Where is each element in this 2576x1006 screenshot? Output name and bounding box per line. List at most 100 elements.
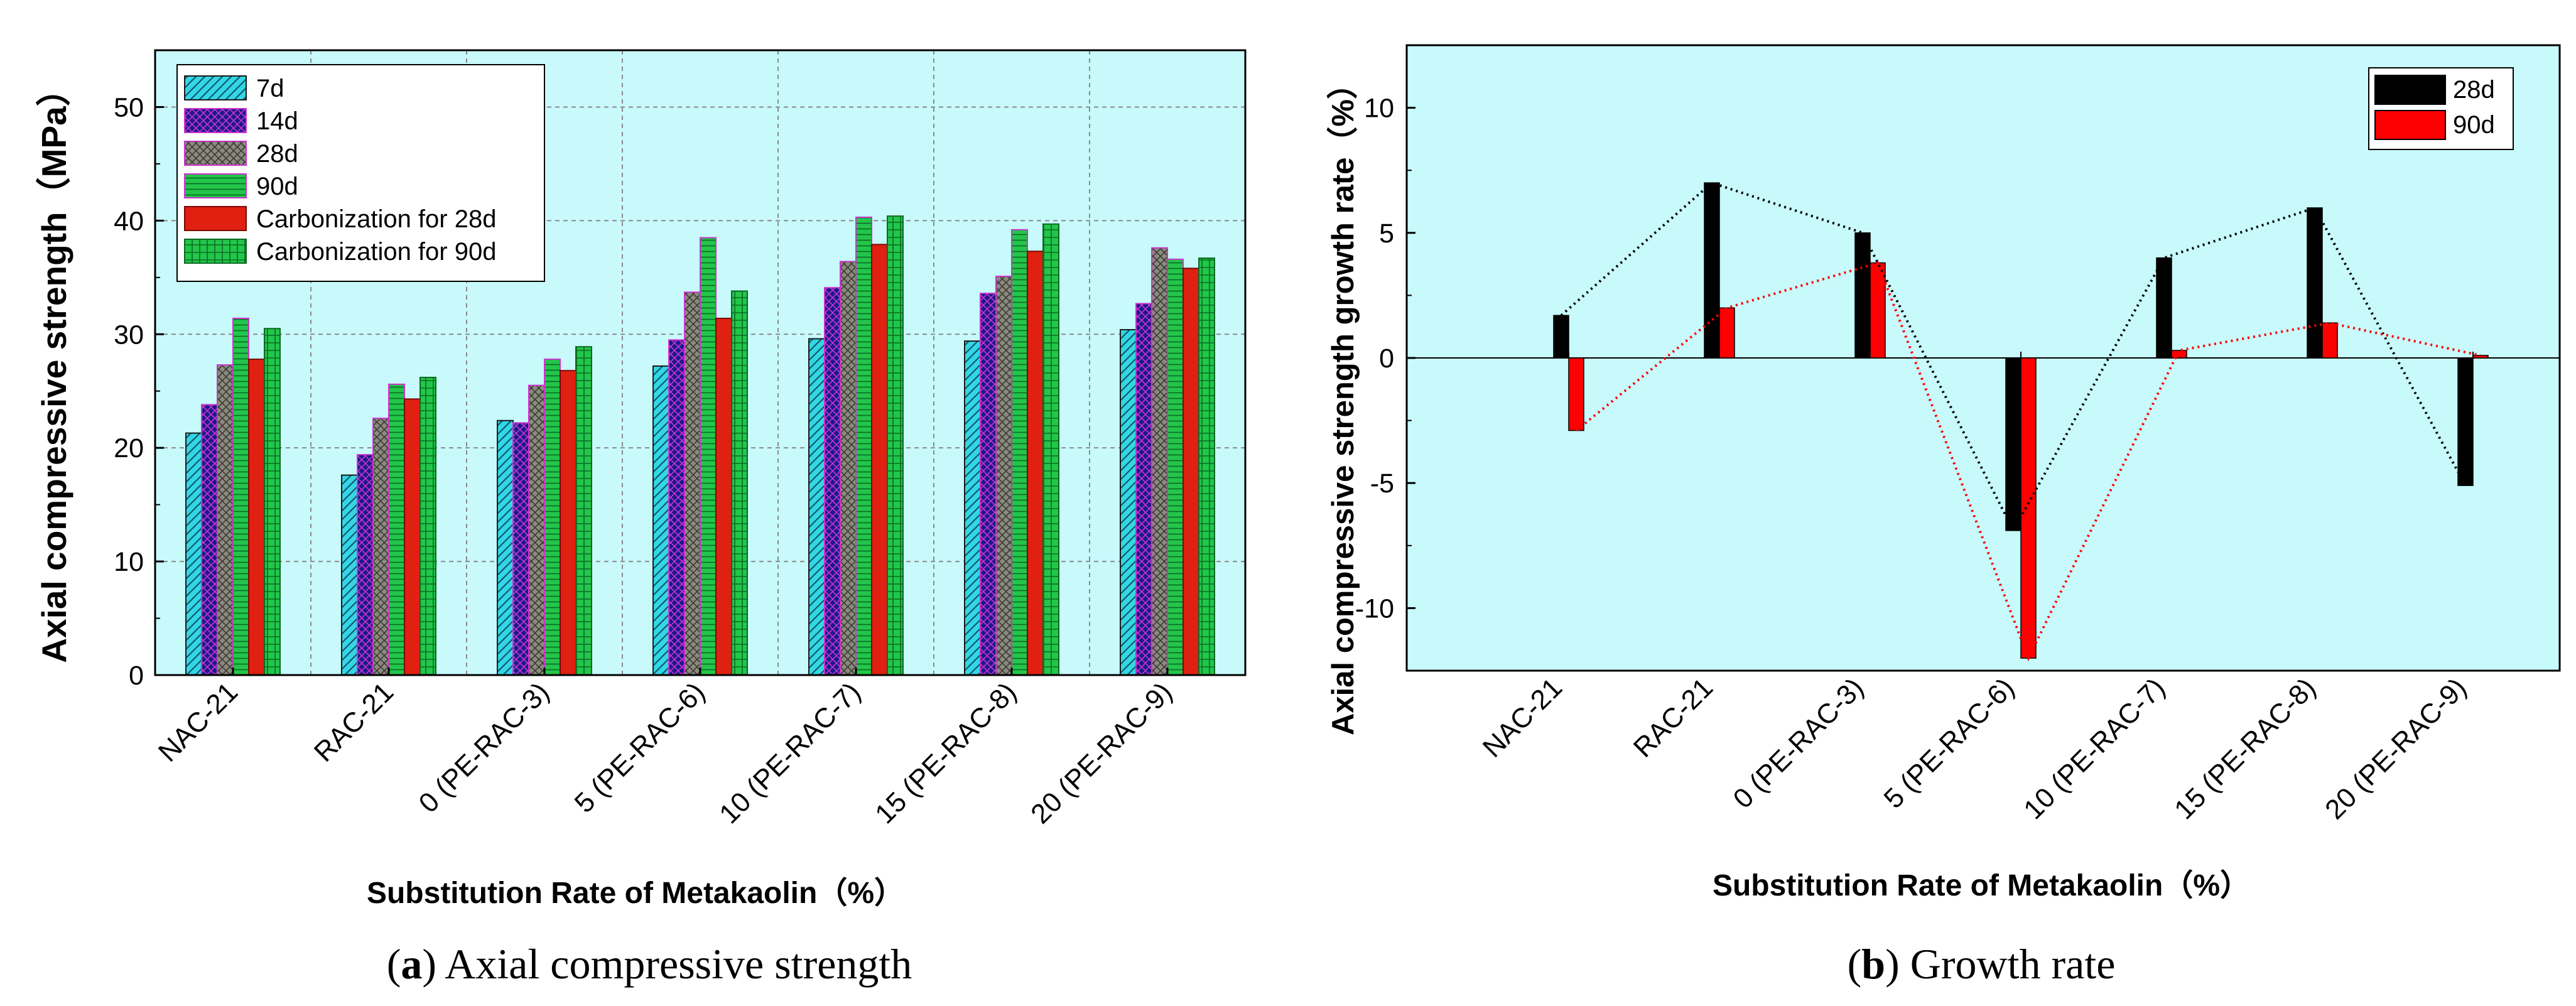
legend-label: 90d xyxy=(2453,111,2495,139)
bar-carbonization-for-90d xyxy=(731,290,748,676)
bar-90d xyxy=(700,237,717,676)
trend-line-90d xyxy=(1575,261,2481,662)
bar-7d xyxy=(185,432,202,676)
captions: (a) Axial compressive strength (b) Growth… xyxy=(387,940,2116,988)
bar-28d xyxy=(528,384,545,676)
y-tick-label: 10 xyxy=(1364,94,1394,124)
bar-carbonization-for-90d xyxy=(419,377,436,676)
bar-28d xyxy=(2307,207,2323,359)
bar-carbonization-for-28d xyxy=(560,370,576,676)
caption-letter: a xyxy=(401,940,422,988)
bar-carbonization-for-90d xyxy=(264,328,281,676)
y-axis-title: Axial compressive strength（MPa） xyxy=(35,72,73,663)
legend-label: Carbonization for 90d xyxy=(256,238,496,266)
bar-14d xyxy=(668,339,685,676)
bar-28d xyxy=(1553,315,1569,359)
bar-28d xyxy=(217,364,234,676)
bar-90d xyxy=(1870,262,1886,359)
x-tick-label: 10 (PE-RAC-7) xyxy=(2018,672,2171,825)
x-tick-label: 0 (PE-RAC-3) xyxy=(413,676,556,819)
bar-carbonization-for-90d xyxy=(887,215,904,676)
y-tick-label: 40 xyxy=(114,206,144,236)
bar-carbonization-for-28d xyxy=(248,359,265,676)
x-axis-title: Substitution Rate of Metakaolin（%） xyxy=(1713,869,2250,902)
y-tick-label: 50 xyxy=(114,92,144,122)
bar-carbonization-for-90d xyxy=(575,346,592,676)
bar-28d xyxy=(372,418,389,676)
y-tick-label: 20 xyxy=(114,433,144,463)
bar-90d xyxy=(1568,357,1584,431)
caption-paren-open: ( xyxy=(1848,940,1862,988)
legend-swatch xyxy=(184,239,247,264)
bar-carbonization-for-90d xyxy=(1198,257,1215,676)
bar-7d xyxy=(808,338,825,676)
bar-90d xyxy=(232,317,249,676)
bar-90d xyxy=(855,216,872,676)
bar-90d xyxy=(388,383,405,676)
bar-carbonization-for-28d xyxy=(1027,251,1044,676)
x-tick-label: 20 (PE-RAC-9) xyxy=(1025,676,1178,830)
legend-swatch xyxy=(184,141,247,166)
bar-14d xyxy=(824,287,841,676)
legend-label: 90d xyxy=(256,173,298,200)
legend-label: 7d xyxy=(256,75,284,102)
x-tick-label: NAC-21 xyxy=(153,676,244,767)
bar-90d xyxy=(2472,355,2489,359)
x-tick-label: RAC-21 xyxy=(1628,672,1719,763)
bar-90d xyxy=(2171,350,2187,359)
bar-7d xyxy=(341,474,358,676)
bar-carbonization-for-28d xyxy=(1182,268,1199,676)
x-tick-label: 15 (PE-RAC-8) xyxy=(869,676,1022,830)
y-tick-label: 0 xyxy=(129,661,144,691)
legend-swatch xyxy=(184,206,247,231)
legend-swatch xyxy=(2374,110,2446,140)
bar-carbonization-for-90d xyxy=(1042,223,1059,676)
legend-swatch xyxy=(184,173,247,198)
legend-label: 28d xyxy=(2453,76,2495,104)
bar-carbonization-for-28d xyxy=(715,317,732,676)
bar-7d xyxy=(497,419,514,676)
chart-a: 0 10 20 30 40 50 NAC-21 RAC-21 0 (PE-RAC-3) 5 (PE… xyxy=(35,49,1247,910)
bar-90d xyxy=(1167,258,1184,676)
x-tick-label: 10 (PE-RAC-7) xyxy=(713,676,867,830)
x-tick-label: RAC-21 xyxy=(308,676,399,767)
bar-28d xyxy=(1151,247,1168,676)
bar-carbonization-for-28d xyxy=(871,244,888,676)
legend-a: 7d 14d 28d 90d Carbonization for 28d Carboniz… xyxy=(176,64,545,282)
bar-28d xyxy=(2005,357,2021,531)
bar-90d xyxy=(544,359,561,676)
y-tick-label: 30 xyxy=(114,320,144,350)
bar-28d xyxy=(1854,232,1871,359)
x-tick-label: 15 (PE-RAC-8) xyxy=(2168,672,2322,825)
x-tick-label: NAC-21 xyxy=(1477,672,1568,763)
bar-14d xyxy=(201,404,218,676)
x-tick-label: 20 (PE-RAC-9) xyxy=(2319,672,2472,825)
figure-caption: (b) Growth rate xyxy=(1848,940,2116,988)
bar-28d xyxy=(684,291,701,676)
y-tick-label: -5 xyxy=(1370,468,1394,499)
x-tick-label: 0 (PE-RAC-3) xyxy=(1728,672,1870,814)
legend-label: Carbonization for 28d xyxy=(256,205,496,233)
legend-swatch xyxy=(2374,75,2446,105)
bar-7d xyxy=(964,340,981,676)
y-axis-title: Axial compressive strength growth rate（%… xyxy=(1326,68,1360,735)
legend-swatch xyxy=(184,108,247,133)
bar-28d xyxy=(995,276,1012,676)
y-tick-label: 5 xyxy=(1379,219,1394,249)
y-tick-label: 0 xyxy=(1379,343,1394,374)
bar-7d xyxy=(1120,329,1137,676)
caption-paren-open: ( xyxy=(387,940,401,988)
bar-7d xyxy=(652,365,669,676)
bar-28d xyxy=(2156,257,2172,359)
bar-14d xyxy=(357,454,374,676)
bar-28d xyxy=(2457,357,2474,486)
legend-label: 14d xyxy=(256,107,298,135)
bar-carbonization-for-28d xyxy=(404,398,421,676)
chart-b: -10 -5 0 5 10 NAC-21 RAC-21 0 (PE-RAC-3) 5 (PE-R… xyxy=(1326,44,2561,902)
caption-text: ) Axial compressive strength xyxy=(422,940,912,988)
legend-label: 28d xyxy=(256,140,298,168)
bar-28d xyxy=(840,261,857,676)
caption-text: ) Growth rate xyxy=(1885,940,2115,988)
